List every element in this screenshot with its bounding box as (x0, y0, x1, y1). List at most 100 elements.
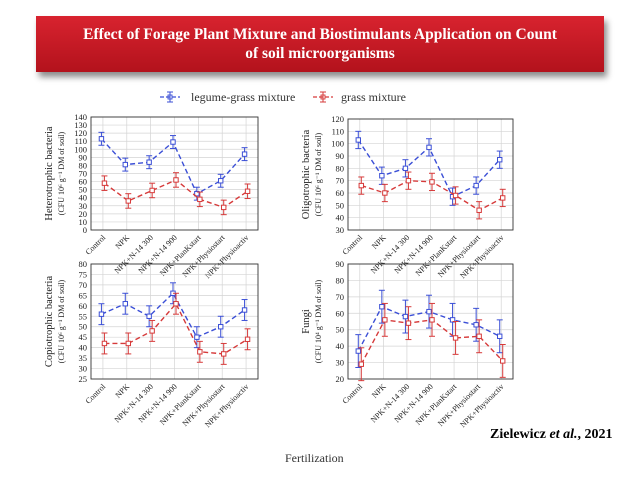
y-tick-label: 45 (79, 332, 88, 342)
y-tick-label: 40 (336, 213, 345, 223)
y-tick-label: 80 (336, 163, 345, 173)
data-point (476, 207, 482, 213)
x-tick-label: Control (341, 382, 365, 406)
data-point (218, 178, 224, 184)
data-point (101, 180, 108, 186)
y-tick-label: 60 (79, 301, 88, 311)
data-point (197, 196, 203, 203)
data-point (452, 192, 459, 199)
x-tick-label: NPK (370, 233, 388, 251)
y-tick-label: 10 (79, 217, 88, 227)
y-tick-label: 80 (79, 160, 88, 170)
y-axis-label-main: Fungi (301, 309, 312, 334)
y-tick-label: 55 (79, 311, 88, 321)
plot-frame (90, 263, 259, 380)
data-point (497, 333, 503, 339)
y-tick-label: 40 (79, 343, 88, 353)
data-point (149, 187, 155, 194)
y-tick-label: 70 (79, 169, 88, 179)
y-tick-label: 70 (79, 280, 88, 290)
citation: Zielewicz et al., 2021 (490, 427, 612, 443)
data-point (405, 320, 412, 326)
y-tick-label: 120 (331, 114, 344, 124)
y-tick-label: 40 (79, 193, 88, 203)
data-point (125, 198, 131, 204)
y-tick-label: 25 (79, 374, 88, 384)
data-point (500, 358, 506, 364)
y-tick-label: 35 (79, 353, 88, 363)
data-point (382, 190, 388, 196)
data-point (221, 351, 227, 357)
y-tick-label: 100 (74, 144, 87, 154)
y-tick-label: 50 (79, 185, 88, 195)
y-tick-label: 110 (332, 126, 344, 136)
y-tick-label: 50 (336, 200, 345, 210)
title-line-1: Effect of Forage Plant Mixture and Biost… (83, 26, 557, 43)
data-point (429, 179, 435, 185)
data-point (98, 136, 105, 142)
series-grass (101, 172, 251, 216)
x-tick-label: NPK+PlanKstart (158, 382, 203, 427)
data-point (241, 307, 248, 313)
legend-label-legume: legume-grass mixture (191, 90, 295, 104)
y-tick-label: 40 (336, 341, 345, 351)
y-axis-label-unit: (CFU 10⁴ g⁻¹ DM of soil) (314, 279, 323, 363)
title-line-2: of soil microorganisms (245, 45, 395, 62)
y-tick-label: 50 (79, 322, 88, 332)
y-tick-label: 70 (336, 176, 345, 186)
y-tick-label: 50 (336, 325, 345, 335)
data-point (244, 336, 251, 342)
data-point (355, 348, 361, 354)
data-point (122, 161, 128, 168)
data-point (426, 308, 432, 315)
series-grass (358, 302, 506, 382)
legend-item-legume: legume-grass mixture (160, 90, 295, 104)
plot-frame (347, 118, 514, 231)
data-point (473, 322, 479, 328)
y-tick-label: 30 (336, 358, 345, 368)
data-point (122, 301, 128, 307)
y-tick-label: 20 (336, 374, 345, 384)
y-tick-label: 110 (75, 136, 87, 146)
legend-label-grass: grass mixture (341, 90, 406, 104)
data-point (355, 137, 361, 143)
y-tick-label: 80 (79, 259, 88, 269)
plot-frame (347, 263, 514, 380)
y-tick-label: 140 (74, 112, 87, 122)
x-tick-label: NPK+Physioactiv (458, 382, 505, 429)
data-point (241, 151, 248, 157)
data-point (125, 340, 131, 347)
data-point (358, 361, 364, 367)
y-tick-label: 60 (336, 188, 345, 198)
x-tick-label: NPK+Physioactiv (203, 382, 250, 429)
y-tick-label: 90 (79, 152, 88, 162)
y-tick-label: 70 (336, 292, 345, 302)
data-point (452, 335, 459, 341)
plot-frame (90, 116, 259, 231)
y-tick-label: 0 (83, 225, 87, 235)
title-banner: Effect of Forage Plant Mixture and Biost… (36, 16, 604, 72)
data-point (149, 328, 155, 334)
data-point (173, 301, 179, 307)
y-tick-label: 30 (79, 201, 88, 211)
citation-author: Zielewicz (490, 427, 546, 442)
y-tick-label: 130 (74, 120, 87, 130)
y-axis-label-unit: (CFU 10⁶ g⁻¹ DM of soil) (57, 131, 66, 215)
data-point (197, 349, 203, 355)
data-point (405, 177, 412, 184)
series-legume-grass (98, 282, 248, 349)
y-tick-label: 90 (336, 151, 345, 161)
citation-etal: et al. (549, 427, 578, 442)
y-axis-label-unit: (CFU 10⁶ g⁻¹ DM of soil) (57, 279, 66, 363)
x-tick-label: Control (84, 382, 108, 406)
y-axis-label-unit: (CFU 10⁶ g⁻¹ DM of soil) (314, 132, 323, 216)
shared-x-axis-label: Fertilization (285, 451, 344, 465)
y-tick-label: 30 (336, 225, 345, 235)
y-tick-label: 100 (331, 139, 344, 149)
y-tick-label: 20 (79, 209, 88, 219)
data-point (358, 182, 364, 189)
data-point (146, 313, 152, 319)
data-point (194, 334, 200, 340)
